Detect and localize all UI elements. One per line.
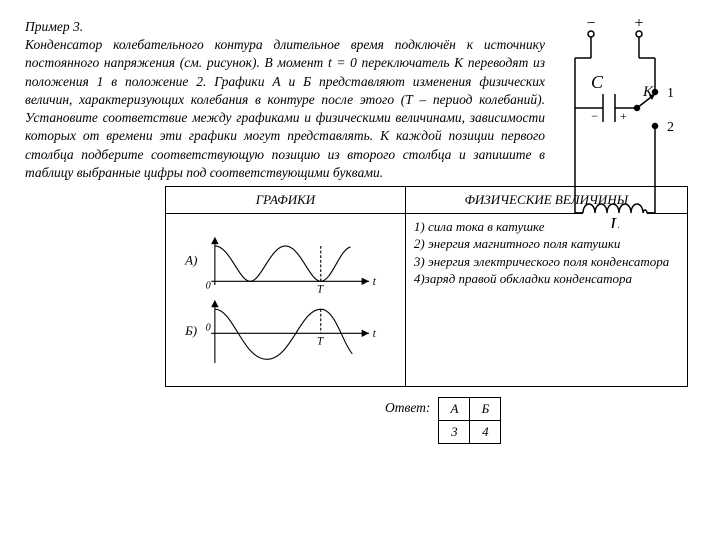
graph-b-T: T — [317, 335, 324, 347]
answer-val-b: 4 — [470, 421, 501, 444]
answer-col-b: Б — [470, 398, 501, 421]
capacitor-label: C — [591, 72, 604, 92]
answer-label: Ответ: — [385, 397, 430, 417]
graph-a-T: T — [317, 283, 324, 295]
graph-a-label: А) — [184, 252, 197, 267]
answer-val-a: 3 — [439, 421, 470, 444]
cap-plus: + — [620, 109, 627, 123]
battery-minus: − — [586, 18, 595, 32]
graph-a-zero: 0 — [206, 280, 211, 291]
option-2: 2) энергия магнитного поля катушки — [414, 235, 679, 253]
graph-a-t: t — [373, 276, 377, 288]
answer-col-a: А — [439, 398, 470, 421]
graph-b-t: t — [373, 328, 377, 340]
problem-title: Пример 3. — [25, 19, 83, 34]
battery-plus: + — [634, 18, 643, 32]
graph-b-label: Б) — [184, 323, 197, 338]
cap-minus: − — [591, 109, 598, 123]
switch-pos2: 2 — [667, 120, 674, 135]
answer-section: Ответ: А Б 3 4 — [385, 397, 555, 444]
top-section: Пример 3. Конденсатор колебательного кон… — [25, 18, 695, 182]
answer-table: А Б 3 4 — [438, 397, 501, 444]
inductor-label: L — [609, 214, 620, 228]
option-3: 3) энергия электрического поля конденсат… — [414, 253, 679, 271]
switch-label: К — [642, 84, 654, 100]
circuit-diagram: − + C − + К 1 — [555, 18, 695, 228]
switch-pos1: 1 — [667, 86, 674, 101]
graphs-svg: А) 0 T t Б) 0 — [174, 218, 397, 378]
option-4: 4)заряд правой обкладки конденсатора — [414, 270, 679, 288]
graphs-cell: А) 0 T t Б) 0 — [166, 213, 406, 387]
problem-text: Конденсатор колебательного контура длите… — [25, 37, 545, 180]
quantities-cell: 1) сила тока в катушке 2) энергия магнит… — [405, 213, 687, 387]
graph-b-zero: 0 — [206, 322, 211, 333]
header-graphs: ГРАФИКИ — [166, 186, 406, 213]
